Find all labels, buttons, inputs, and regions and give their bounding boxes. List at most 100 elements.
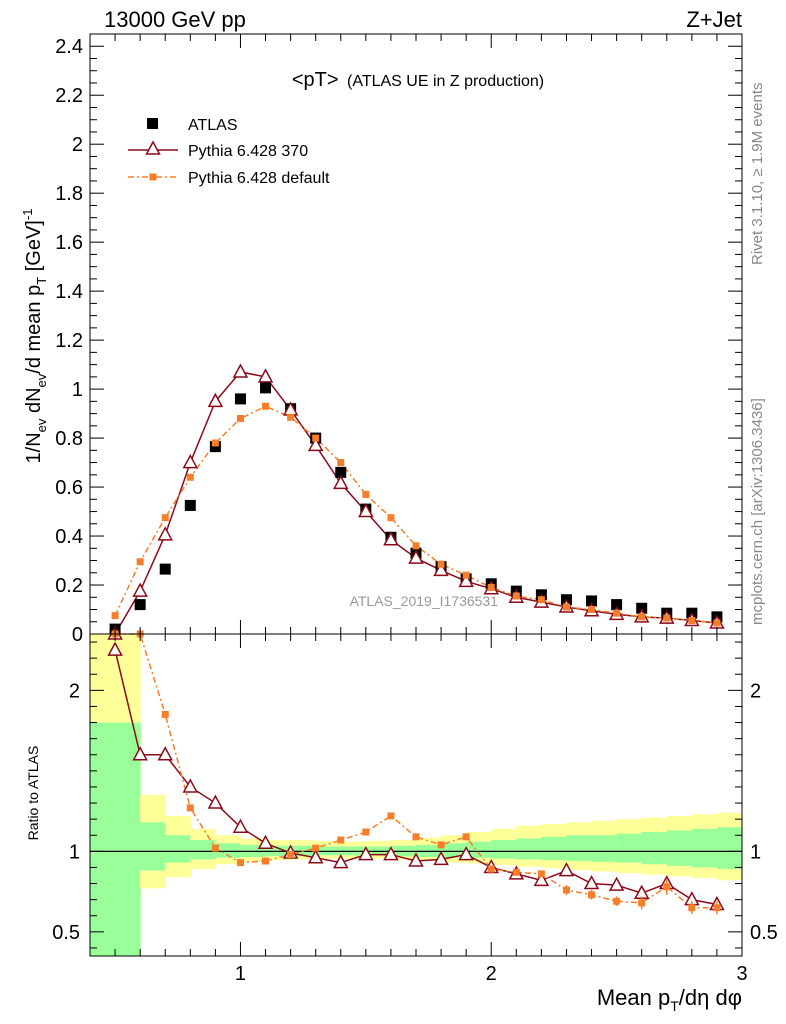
ratio-point-p370-3 [182, 778, 199, 793]
band-inner-23 [666, 830, 693, 866]
ratio-point-p370-4 [207, 794, 224, 809]
ratio-point-pdef-21 [638, 899, 646, 907]
top-point-pdef-19 [588, 606, 596, 614]
top-point-pdef-13 [437, 560, 445, 568]
top-point-pdef-7 [287, 413, 295, 421]
top-point-pdef-1 [136, 558, 144, 566]
band-inner-2 [140, 822, 166, 871]
band-inner-14 [441, 843, 467, 858]
ratio-point-p370-8 [307, 849, 324, 864]
top-point-p370-9 [333, 474, 349, 490]
top-point-pdef-18 [562, 603, 570, 611]
top-point-pdef-22 [663, 614, 671, 622]
top-point-pdef-14 [462, 571, 470, 579]
ratio-point-pdef-11 [387, 812, 395, 820]
ratio-y-label-right-2: 2 [750, 680, 761, 702]
top-y-tick-label-4: 0.8 [55, 428, 83, 450]
legend-label-p370: Pythia 6.428 370 [188, 143, 308, 160]
top-point-pdef-9 [337, 459, 345, 467]
legend-marker-pdef [149, 173, 157, 181]
legend: ATLAS Pythia 6.428 370 Pythia 6.428 defa… [128, 117, 330, 187]
top-point-p370-6 [257, 368, 274, 383]
ratio-y-label-right-1: 1 [750, 841, 761, 863]
top-y-tick-label-9: 1.8 [55, 183, 83, 205]
ratio-point-p370-20 [608, 876, 625, 891]
top-point-pdef-11 [387, 514, 395, 522]
band-inner-17 [516, 838, 542, 860]
axis-ticks [89, 33, 743, 956]
ratio-point-pdef-4 [211, 844, 219, 852]
header-right-label: Z+Jet [686, 7, 742, 32]
top-point-pdef-12 [412, 542, 420, 550]
top-point-pdef-21 [638, 613, 646, 621]
top-y-tick-label-6: 1.2 [55, 330, 83, 352]
legend-marker-atlas [147, 118, 158, 129]
top-y-tick-label-3: 0.6 [55, 477, 83, 499]
band-inner-4 [190, 840, 216, 860]
ratio-point-p370-6 [257, 834, 274, 850]
ratio-point-p370-14 [458, 845, 474, 861]
ratio-point-p370-10 [358, 845, 374, 861]
ratio-point-p370-11 [383, 845, 399, 861]
top-y-tick-label-0: 0 [72, 624, 83, 646]
top-point-pdef-10 [362, 490, 370, 498]
ratio-point-pdef-14 [462, 833, 470, 841]
top-point-atlas-19 [586, 595, 598, 607]
ratio-point-pdef-15 [487, 865, 495, 873]
x-axis-title: Mean pT/dη dφ [597, 985, 742, 1014]
ratio-point-pdef-5 [236, 859, 244, 867]
ratio-point-pdef-20 [613, 897, 621, 905]
top-point-pdef-15 [487, 583, 495, 591]
band-inner-18 [541, 836, 567, 861]
ratio-point-pdef-9 [337, 836, 345, 844]
top-point-pdef-20 [613, 609, 621, 617]
band-inner-5 [215, 843, 241, 858]
mcplots-label: mcplots.cern.ch [arXiv:1306.3436] [749, 398, 766, 625]
top-point-pdef-23 [688, 617, 696, 625]
top-point-atlas-3 [184, 499, 196, 511]
band-inner-24 [691, 828, 718, 868]
top-point-atlas-2 [159, 563, 171, 575]
ratio-point-pdef-10 [362, 828, 370, 836]
top-point-pdef-17 [537, 596, 545, 604]
rivet-version-label: Rivet 3.1.10, ≥ 1.9M events [749, 83, 766, 266]
ratio-point-pdef-24 [713, 904, 721, 912]
band-inner-15 [466, 841, 492, 858]
band-inner-21 [616, 833, 643, 863]
top-point-p370-4 [207, 392, 224, 408]
ratio-point-pdef-16 [512, 868, 520, 876]
header-left-label: 13000 GeV pp [104, 7, 246, 32]
ratio-plot-frame [89, 633, 743, 957]
ratio-y-axis-title: Ratio to ATLAS [25, 746, 41, 841]
top-point-pdef-24 [713, 619, 721, 627]
top-point-p370-14 [458, 572, 474, 588]
ratio-point-pdef-3 [186, 804, 194, 812]
top-point-p370-10 [358, 502, 374, 518]
analysis-watermark: ATLAS_2019_I1736531 [350, 593, 499, 609]
ratio-point-pdef-12 [412, 833, 420, 841]
top-y-tick-label-5: 1 [72, 379, 83, 401]
legend-label-pdef: Pythia 6.428 default [188, 170, 330, 187]
plot-title-main: <pT> [292, 69, 339, 91]
top-y-axis-title: 1/Nev dNev/d mean pT [GeV]-1 [20, 209, 49, 464]
top-point-p370-2 [157, 526, 173, 541]
top-point-p370-12 [408, 549, 424, 564]
legend-marker-p370 [145, 140, 161, 155]
top-point-pdef-8 [312, 434, 320, 442]
top-point-atlas-6 [260, 382, 272, 394]
x-tick-label-0: 1 [235, 963, 246, 985]
band-inner-16 [491, 840, 517, 859]
ratio-point-pdef-23 [688, 904, 696, 912]
top-point-pdef-0 [111, 612, 119, 620]
top-point-p370-13 [433, 561, 449, 577]
ratio-y-label-left-0: 0.5 [52, 922, 80, 944]
ratio-point-p370-18 [558, 862, 575, 877]
ratio-point-p370-1 [132, 746, 148, 761]
ratio-point-p370-17 [533, 871, 550, 887]
top-point-p370-8 [307, 436, 324, 452]
band-inner-22 [641, 832, 668, 865]
ratio-point-p370-12 [408, 852, 424, 867]
top-point-atlas-1 [134, 599, 146, 611]
ratio-point-p370-0 [107, 641, 123, 656]
